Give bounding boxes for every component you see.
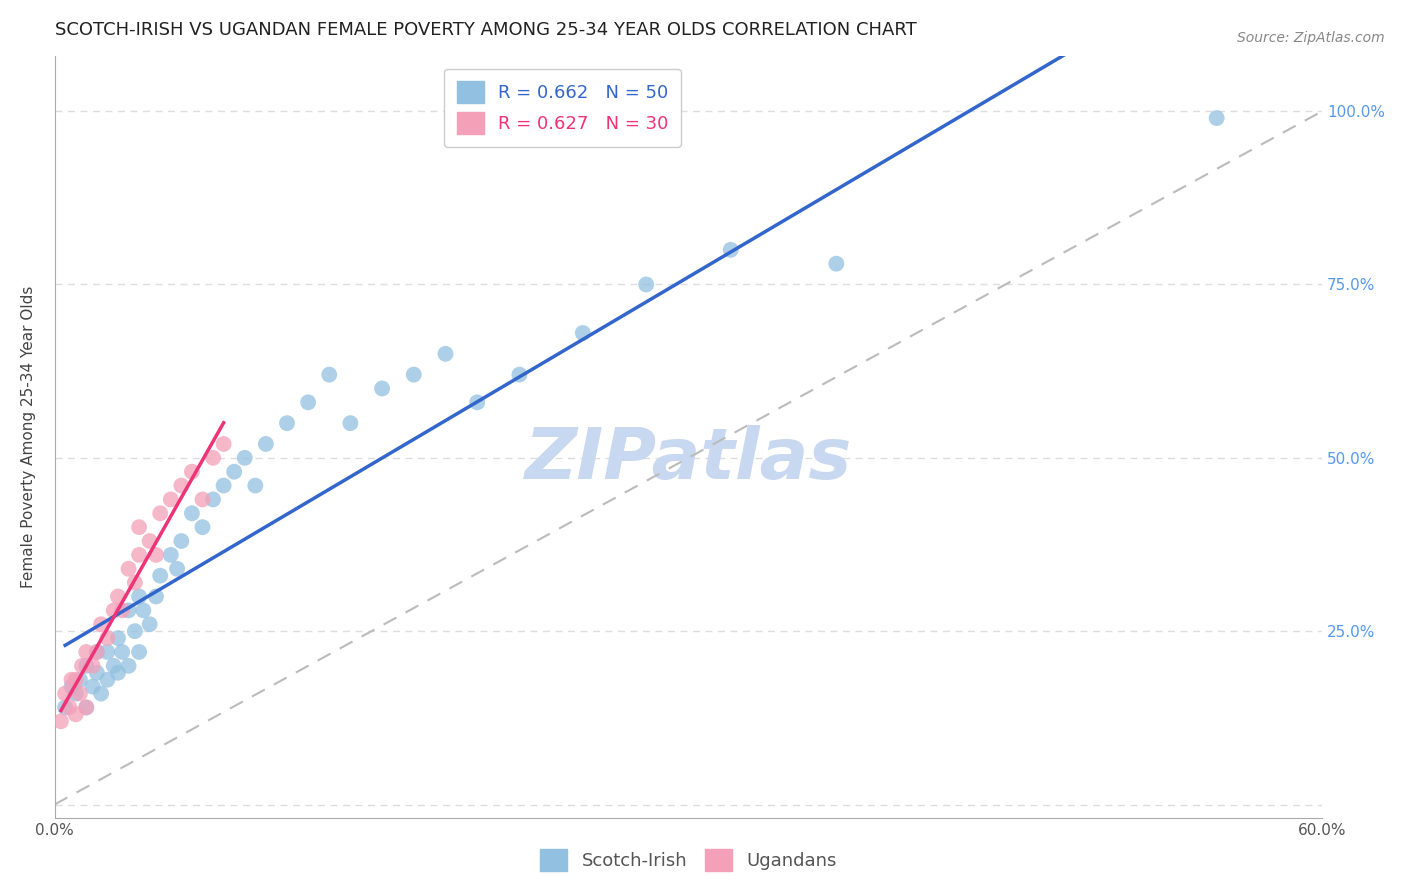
Scotch-Irish [75, 700, 97, 714]
Ugandans [124, 575, 146, 590]
Scotch-Irish [1205, 111, 1227, 125]
Scotch-Irish [128, 645, 150, 659]
Ugandans [49, 714, 72, 729]
Scotch-Irish [117, 658, 139, 673]
Scotch-Irish [107, 631, 129, 645]
Legend: Scotch-Irish, Ugandans: Scotch-Irish, Ugandans [533, 841, 844, 878]
Scotch-Irish [825, 257, 848, 271]
Scotch-Irish [202, 492, 225, 507]
Ugandans [103, 603, 125, 617]
Scotch-Irish [82, 680, 104, 694]
Scotch-Irish [166, 562, 188, 576]
Scotch-Irish [65, 687, 87, 701]
Scotch-Irish [245, 478, 267, 492]
Ugandans [128, 520, 150, 534]
Ugandans [58, 700, 80, 714]
Ugandans [191, 492, 214, 507]
Ugandans [170, 478, 193, 492]
Ugandans [70, 658, 93, 673]
Ugandans [65, 707, 87, 722]
Ugandans [212, 437, 235, 451]
Scotch-Irish [117, 603, 139, 617]
Text: Source: ZipAtlas.com: Source: ZipAtlas.com [1237, 31, 1385, 45]
Ugandans [96, 631, 118, 645]
Ugandans [53, 687, 76, 701]
Ugandans [69, 687, 91, 701]
Scotch-Irish [103, 658, 125, 673]
Scotch-Irish [69, 673, 91, 687]
Scotch-Irish [233, 450, 256, 465]
Scotch-Irish [212, 478, 235, 492]
Scotch-Irish [371, 382, 394, 396]
Ugandans [60, 673, 83, 687]
Ugandans [138, 534, 160, 549]
Ugandans [202, 450, 225, 465]
Ugandans [90, 617, 112, 632]
Scotch-Irish [111, 645, 134, 659]
Ugandans [75, 700, 97, 714]
Ugandans [181, 465, 204, 479]
Y-axis label: Female Poverty Among 25-34 Year Olds: Female Poverty Among 25-34 Year Olds [21, 285, 35, 588]
Scotch-Irish [107, 665, 129, 680]
Scotch-Irish [138, 617, 160, 632]
Scotch-Irish [86, 665, 108, 680]
Scotch-Irish [297, 395, 319, 409]
Scotch-Irish [465, 395, 488, 409]
Scotch-Irish [224, 465, 246, 479]
Scotch-Irish [159, 548, 181, 562]
Ugandans [107, 590, 129, 604]
Scotch-Irish [434, 347, 457, 361]
Ugandans [128, 548, 150, 562]
Text: ZIPatlas: ZIPatlas [524, 425, 852, 494]
Ugandans [86, 645, 108, 659]
Scotch-Irish [720, 243, 742, 257]
Scotch-Irish [145, 590, 167, 604]
Scotch-Irish [132, 603, 155, 617]
Scotch-Irish [191, 520, 214, 534]
Scotch-Irish [276, 416, 298, 430]
Ugandans [75, 645, 97, 659]
Scotch-Irish [90, 687, 112, 701]
Scotch-Irish [254, 437, 277, 451]
Ugandans [159, 492, 181, 507]
Scotch-Irish [96, 645, 118, 659]
Scotch-Irish [60, 680, 83, 694]
Scotch-Irish [128, 590, 150, 604]
Ugandans [82, 658, 104, 673]
Scotch-Irish [572, 326, 595, 340]
Scotch-Irish [96, 673, 118, 687]
Ugandans [117, 562, 139, 576]
Scotch-Irish [508, 368, 530, 382]
Scotch-Irish [53, 700, 76, 714]
Scotch-Irish [402, 368, 425, 382]
Scotch-Irish [170, 534, 193, 549]
Scotch-Irish [124, 624, 146, 639]
Scotch-Irish [86, 645, 108, 659]
Ugandans [111, 603, 134, 617]
Scotch-Irish [75, 658, 97, 673]
Ugandans [149, 506, 172, 520]
Ugandans [145, 548, 167, 562]
Scotch-Irish [149, 568, 172, 582]
Ugandans [65, 673, 87, 687]
Scotch-Irish [318, 368, 340, 382]
Scotch-Irish [339, 416, 361, 430]
Scotch-Irish [181, 506, 204, 520]
Scotch-Irish [636, 277, 658, 292]
Text: SCOTCH-IRISH VS UGANDAN FEMALE POVERTY AMONG 25-34 YEAR OLDS CORRELATION CHART: SCOTCH-IRISH VS UGANDAN FEMALE POVERTY A… [55, 21, 917, 39]
